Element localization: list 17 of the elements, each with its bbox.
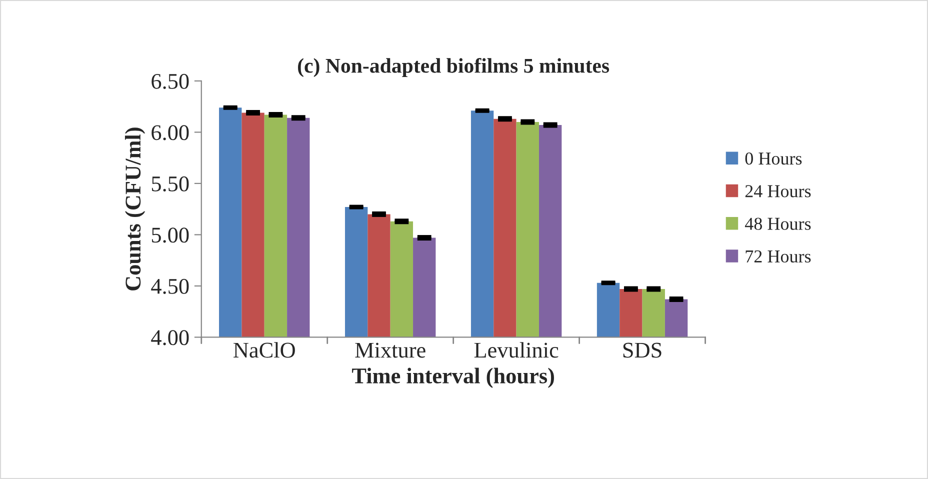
- chart-title: (c) Non-adapted biofilms 5 minutes: [298, 58, 610, 78]
- y-axis-title: Counts (CFU/ml): [124, 128, 146, 290]
- x-tick-label: NaClO: [234, 342, 295, 358]
- legend-label: 72 Hours: [746, 250, 811, 263]
- y-tick-label: 4.50: [151, 278, 189, 294]
- legend-label: 24 Hours: [745, 185, 811, 198]
- legend-label: 0 Hours: [745, 152, 802, 165]
- legend-label: 48 Hours: [744, 218, 811, 230]
- y-tick-label: 6.00: [152, 125, 189, 140]
- y-tick-label: 5.50: [152, 176, 189, 192]
- y-tick-label: 5.00: [152, 228, 189, 243]
- y-tick-label: 4.00: [151, 330, 189, 346]
- x-axis-title: Time interval (hours): [352, 368, 554, 388]
- y-tick-label: 6.50: [152, 74, 189, 89]
- x-tick-label: SDS: [623, 342, 662, 358]
- x-tick-label: Levulinic: [474, 342, 558, 358]
- x-tick-label: Mixture: [355, 342, 426, 358]
